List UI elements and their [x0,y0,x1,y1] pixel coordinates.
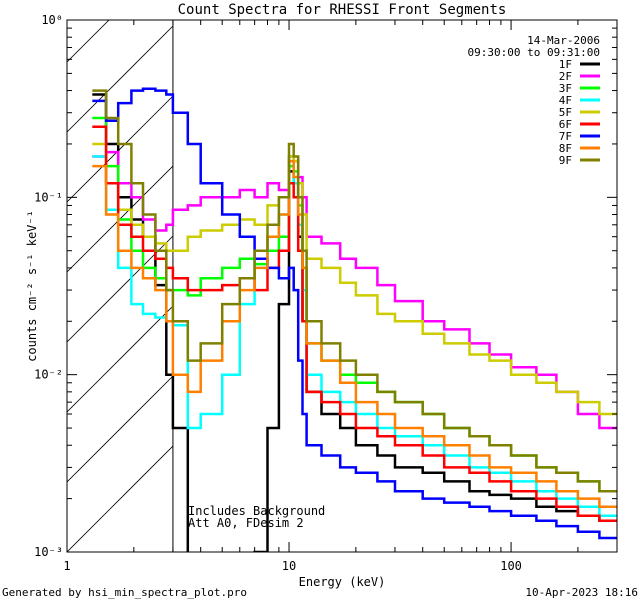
annotation-background: Includes Background [188,504,325,518]
annotation-attenuator: Att A0, FDesim 2 [188,516,304,530]
x-tick-label: 100 [500,559,522,573]
legend-label-9F: 9F [559,154,572,167]
legend-label-3F: 3F [559,82,572,95]
legend-label-1F: 1F [559,58,572,71]
x-tick-label: 10 [282,559,296,573]
legend-label-4F: 4F [559,94,572,107]
y-tick-label: 10⁻² [34,368,63,382]
x-tick-label: 1 [63,559,70,573]
legend: 14-Mar-2006 09:30:00 to 09:31:00 1F2F3F4… [468,34,600,167]
legend-date: 14-Mar-2006 [527,34,600,47]
legend-time-range: 09:30:00 to 09:31:00 [468,46,600,59]
chart-title: Count Spectra for RHESSI Front Segments [178,2,507,18]
series-line-9F [92,89,617,493]
y-tick-label: 10⁻¹ [34,190,63,204]
plot-frame [66,19,618,553]
footer-timestamp: 10-Apr-2023 18:16 [525,586,638,599]
y-tick-label: 10⁰ [41,13,63,27]
legend-label-6F: 6F [559,118,572,131]
legend-label-8F: 8F [559,142,572,155]
legend-label-2F: 2F [559,70,572,83]
legend-label-5F: 5F [559,106,572,119]
x-axis-label: Energy (keV) [299,575,386,589]
series-lines [92,87,617,552]
y-tick-label: 10⁻³ [34,545,63,559]
axes: 1 10 100 10⁰ 10⁻¹ 10⁻² 10⁻³ [34,13,618,573]
footer-generated-by: Generated by hsi_min_spectra_plot.pro [2,586,247,599]
series-line-7F [92,87,617,540]
y-axis-label: counts cm⁻² s⁻¹ keV⁻¹ [25,210,39,362]
legend-label-7F: 7F [559,130,572,143]
